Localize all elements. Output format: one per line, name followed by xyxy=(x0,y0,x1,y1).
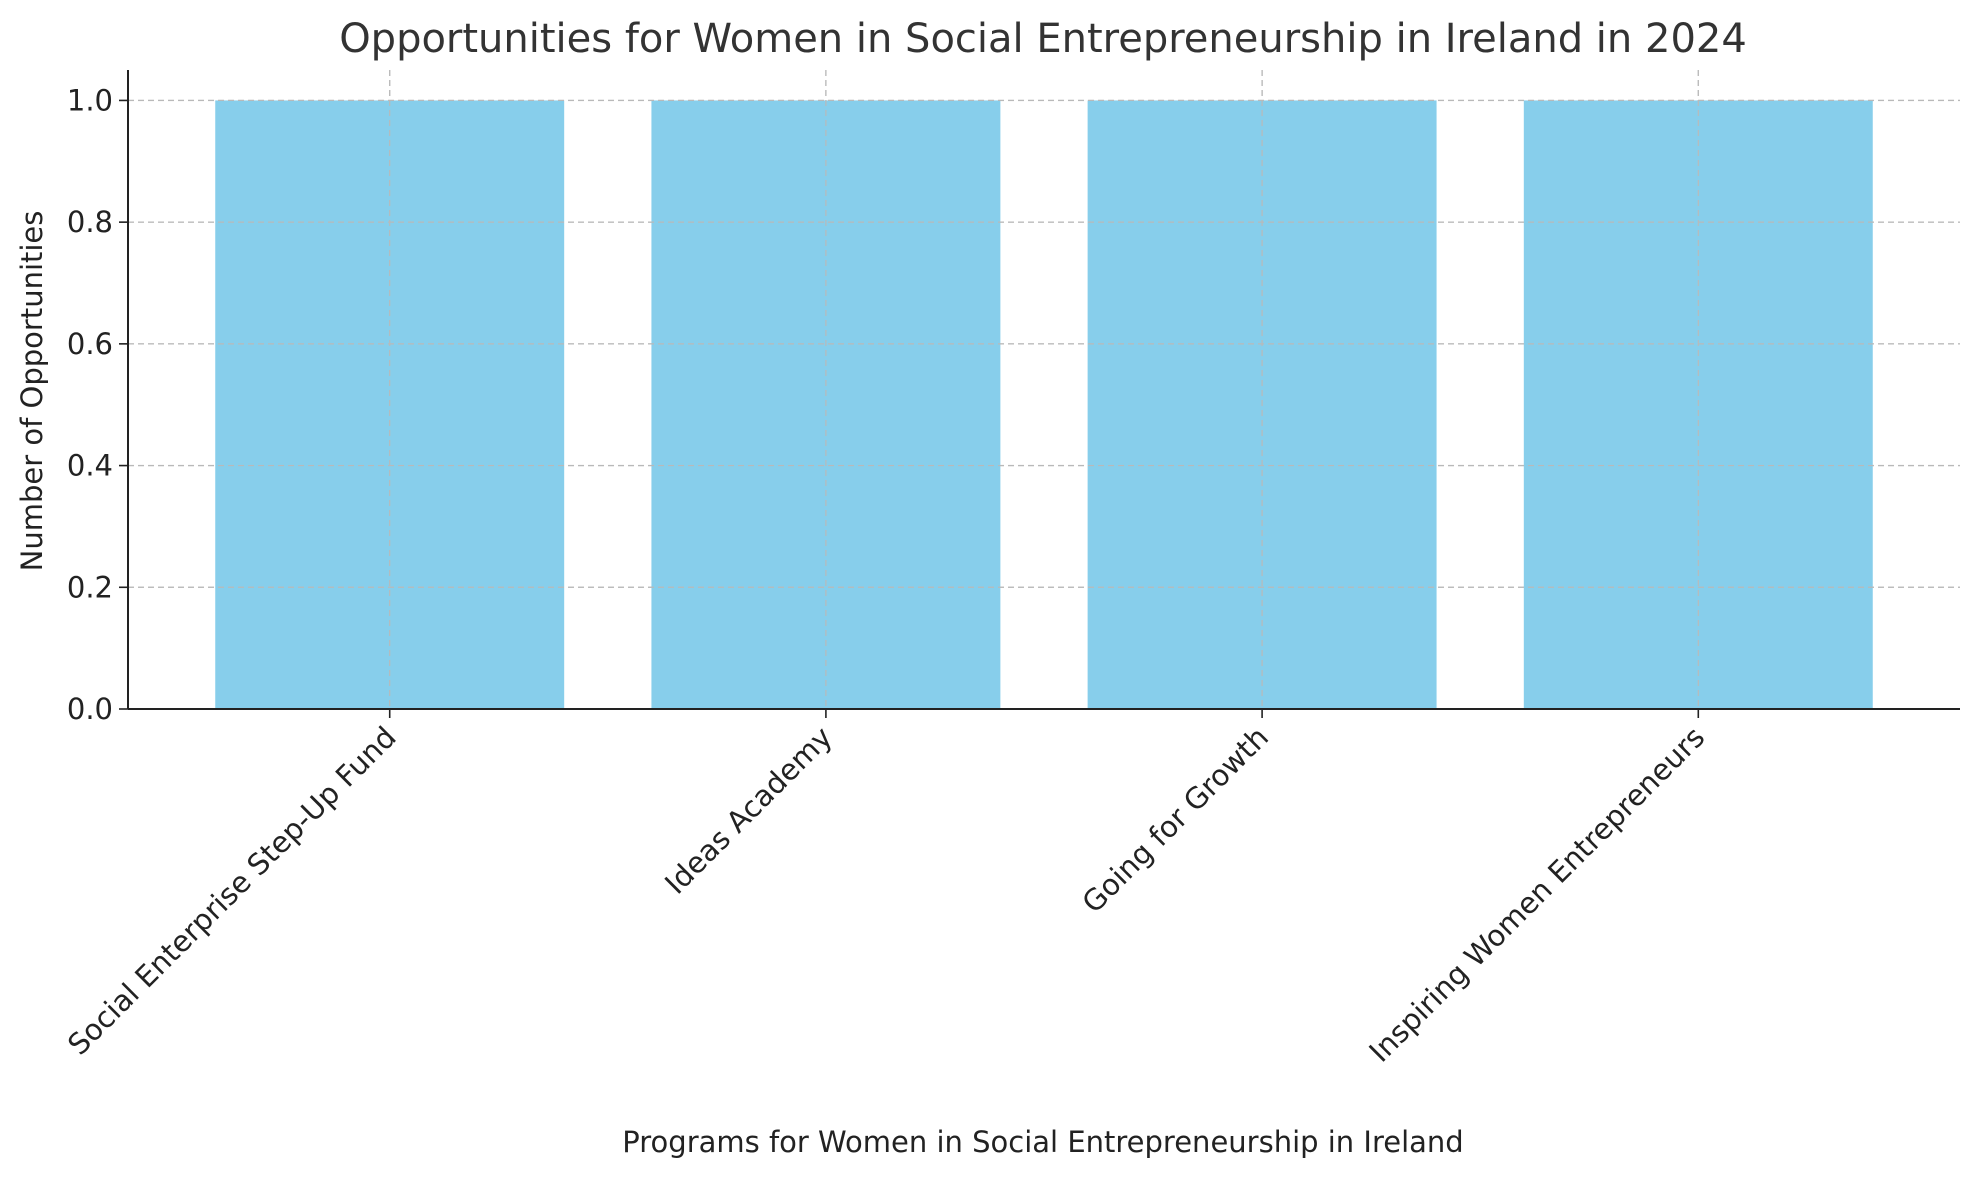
y-tick-label: 0.8 xyxy=(67,205,113,239)
chart-title: Opportunities for Women in Social Entrep… xyxy=(339,16,1747,62)
y-tick-label: 1.0 xyxy=(67,83,113,117)
x-tick-label: Social Enterprise Step-Up Fund xyxy=(61,720,403,1062)
y-axis-label: Number of Opportunities xyxy=(15,211,49,572)
y-tick-label: 0.0 xyxy=(67,692,113,726)
x-tick-label: Inspiring Women Entrepreneurs xyxy=(1362,720,1711,1069)
bar-layer xyxy=(128,70,1960,709)
x-tick-label: Going for Growth xyxy=(1075,720,1275,920)
axis-layer xyxy=(119,70,1960,718)
y-tick-label: 0.2 xyxy=(67,570,113,604)
x-tick-label: Ideas Academy xyxy=(658,720,839,901)
y-tick-label: 0.4 xyxy=(67,449,113,483)
x-axis-label: Programs for Women in Social Entrepreneu… xyxy=(622,1125,1463,1159)
y-tick-label: 0.6 xyxy=(67,327,113,361)
